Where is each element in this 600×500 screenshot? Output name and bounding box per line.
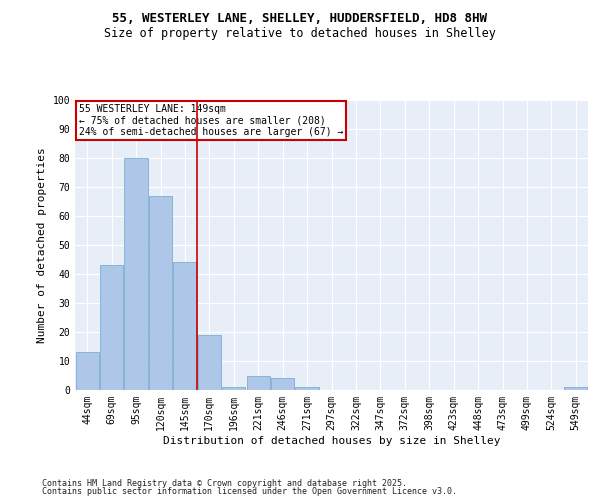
Text: Contains public sector information licensed under the Open Government Licence v3: Contains public sector information licen… bbox=[42, 487, 457, 496]
Text: 55, WESTERLEY LANE, SHELLEY, HUDDERSFIELD, HD8 8HW: 55, WESTERLEY LANE, SHELLEY, HUDDERSFIEL… bbox=[113, 12, 487, 26]
Bar bbox=[271, 378, 294, 390]
Bar bbox=[198, 335, 221, 390]
Text: 55 WESTERLEY LANE: 149sqm
← 75% of detached houses are smaller (208)
24% of semi: 55 WESTERLEY LANE: 149sqm ← 75% of detac… bbox=[79, 104, 344, 138]
Bar bbox=[100, 266, 123, 390]
Bar bbox=[295, 387, 319, 390]
Bar bbox=[564, 387, 587, 390]
Bar bbox=[76, 352, 99, 390]
Y-axis label: Number of detached properties: Number of detached properties bbox=[37, 147, 47, 343]
Bar bbox=[149, 196, 172, 390]
Text: Size of property relative to detached houses in Shelley: Size of property relative to detached ho… bbox=[104, 28, 496, 40]
Text: Contains HM Land Registry data © Crown copyright and database right 2025.: Contains HM Land Registry data © Crown c… bbox=[42, 478, 407, 488]
X-axis label: Distribution of detached houses by size in Shelley: Distribution of detached houses by size … bbox=[163, 436, 500, 446]
Bar bbox=[247, 376, 270, 390]
Bar bbox=[222, 387, 245, 390]
Bar bbox=[173, 262, 197, 390]
Bar bbox=[124, 158, 148, 390]
